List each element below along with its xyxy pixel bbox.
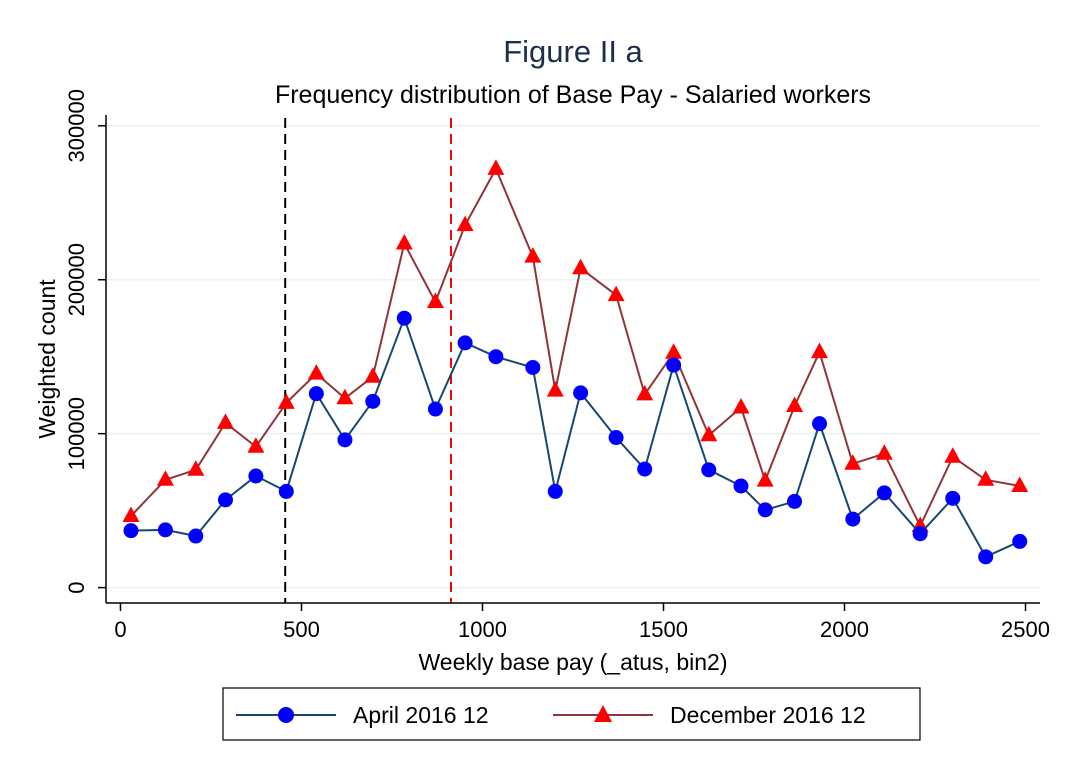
point-april-26 xyxy=(912,526,928,542)
point-december-21 xyxy=(756,471,774,487)
point-december-24 xyxy=(844,454,862,470)
point-december-2 xyxy=(187,460,205,476)
point-april-6 xyxy=(308,386,324,402)
point-december-12 xyxy=(487,159,505,175)
point-april-11 xyxy=(457,335,473,351)
y-axis-label: Weighted count xyxy=(34,279,60,439)
point-april-15 xyxy=(573,385,589,401)
point-april-29 xyxy=(1012,533,1028,549)
point-april-2 xyxy=(188,528,204,544)
x-tick-label-4: 2000 xyxy=(820,617,869,642)
legend-marker-december xyxy=(594,705,612,722)
x-tick-label-2: 1000 xyxy=(458,617,507,642)
point-april-16 xyxy=(608,430,624,446)
point-december-25 xyxy=(875,444,893,460)
point-april-13 xyxy=(525,359,541,375)
point-april-8 xyxy=(365,393,381,409)
point-april-18 xyxy=(666,357,682,373)
point-april-27 xyxy=(945,490,961,506)
point-december-13 xyxy=(524,247,542,263)
point-december-10 xyxy=(426,292,444,308)
point-december-16 xyxy=(607,285,625,302)
point-april-5 xyxy=(278,483,294,499)
point-december-11 xyxy=(456,215,474,232)
point-december-5 xyxy=(277,393,295,409)
point-december-28 xyxy=(977,470,995,486)
point-april-21 xyxy=(757,502,773,518)
point-december-1 xyxy=(156,470,174,486)
point-december-27 xyxy=(944,447,962,463)
point-april-20 xyxy=(733,478,749,494)
point-april-3 xyxy=(217,492,233,508)
point-december-0 xyxy=(122,506,140,522)
point-december-19 xyxy=(700,425,718,442)
plot-region xyxy=(106,115,1040,603)
point-april-25 xyxy=(876,485,892,501)
point-december-14 xyxy=(546,381,564,397)
y-tick-label-0: 0 xyxy=(64,581,89,593)
point-december-17 xyxy=(636,384,654,401)
y-tick-label-1: 100000 xyxy=(64,397,89,470)
point-april-4 xyxy=(248,468,264,484)
legend-label-december: December 2016 12 xyxy=(670,702,866,728)
x-tick-label-1: 500 xyxy=(283,617,320,642)
point-april-9 xyxy=(396,310,412,326)
point-december-22 xyxy=(786,396,804,412)
point-december-7 xyxy=(336,388,354,405)
point-december-15 xyxy=(572,258,590,275)
x-axis-label: Weekly base pay (_atus, bin2) xyxy=(419,649,728,675)
reference-lines xyxy=(284,118,453,603)
legend: April 2016 12 December 2016 12 xyxy=(222,687,921,741)
point-april-23 xyxy=(812,416,828,432)
y-tick-label-3: 300000 xyxy=(64,89,89,162)
chart-subtitle: Frequency distribution of Base Pay - Sal… xyxy=(275,81,871,109)
legend-marker-april xyxy=(278,707,294,723)
point-april-14 xyxy=(547,483,563,499)
point-april-12 xyxy=(488,349,504,365)
point-april-19 xyxy=(701,462,717,478)
x-tick-label-3: 1500 xyxy=(639,617,688,642)
point-december-6 xyxy=(307,364,325,380)
chart-title: Figure II a xyxy=(503,34,643,69)
point-december-8 xyxy=(364,367,382,383)
series-layer xyxy=(122,159,1029,565)
y-axis-ticks: 0 100000 200000 300000 xyxy=(64,89,106,594)
point-april-0 xyxy=(123,523,139,539)
point-april-17 xyxy=(637,461,653,477)
point-december-29 xyxy=(1011,476,1029,492)
series-line-december xyxy=(130,167,1020,527)
point-december-9 xyxy=(395,234,413,250)
point-april-28 xyxy=(978,549,994,565)
point-april-10 xyxy=(427,401,443,417)
legend-label-april: April 2016 12 xyxy=(353,702,489,728)
point-april-24 xyxy=(845,511,861,527)
point-april-1 xyxy=(157,522,173,538)
point-april-22 xyxy=(787,493,803,509)
grid-lines xyxy=(106,125,1040,589)
point-december-4 xyxy=(247,437,265,453)
y-tick-label-2: 200000 xyxy=(64,243,89,316)
x-tick-label-5: 2500 xyxy=(1001,617,1050,642)
x-axis-ticks: 0 500 1000 1500 2000 2500 xyxy=(114,603,1050,642)
x-tick-label-0: 0 xyxy=(114,617,126,642)
point-december-20 xyxy=(732,398,750,414)
point-april-7 xyxy=(337,432,353,448)
point-december-23 xyxy=(811,342,828,359)
point-december-3 xyxy=(217,413,234,429)
point-december-18 xyxy=(665,343,683,359)
